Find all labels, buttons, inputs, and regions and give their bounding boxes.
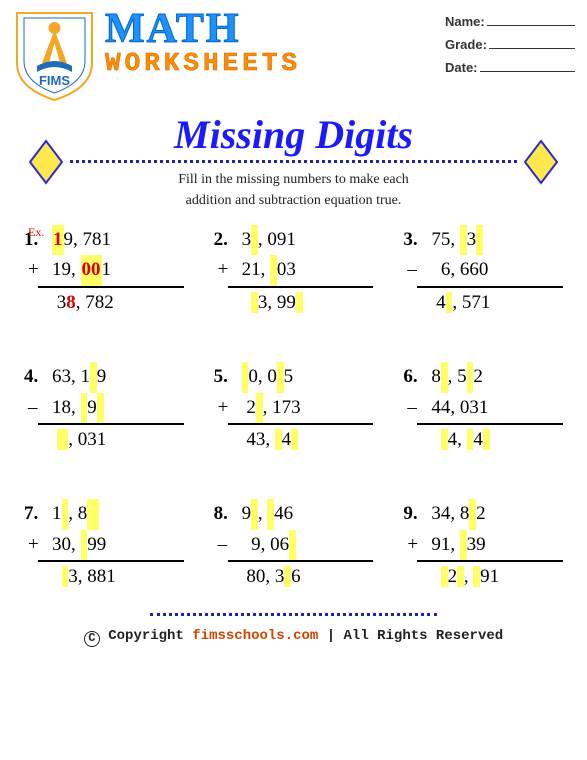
problem-line1: 3.75, 3 — [403, 225, 563, 255]
problem-result: 80, 3 6 — [214, 562, 374, 592]
footer-site: fimsschools.com — [192, 628, 318, 644]
problem-result: 3, 99 — [214, 288, 374, 318]
problem-7: 7.1 , 8 +30, 99 3, 881 — [24, 499, 184, 592]
footer-divider — [150, 613, 437, 616]
footer-rights: | All Rights Reserved — [318, 628, 503, 644]
problem-9: 9.34, 8 2+91, 39 2 , 91 — [403, 499, 563, 592]
problem-result: 3, 881 — [24, 562, 184, 592]
problem-line2: –18, 9 — [24, 393, 184, 423]
problem-line1: 4.63, 1 9 — [24, 362, 184, 392]
header: FIMS MATH WORKSHEETS Name: Grade: Date: — [0, 0, 587, 103]
problem-8: 8.9 , 46– 9, 06 80, 3 6 — [214, 499, 374, 592]
problem-line1: 9.34, 8 2 — [403, 499, 563, 529]
problem-result: 4, 4 — [403, 425, 563, 455]
name-line — [487, 25, 575, 26]
form-fields: Name: Grade: Date: — [445, 8, 575, 83]
diamond-right-icon — [523, 139, 559, 185]
diamond-left-icon — [28, 139, 64, 185]
problem-line2: –44, 031 — [403, 393, 563, 423]
title-block: MATH WORKSHEETS — [105, 8, 437, 78]
problem-line1: 7.1 , 8 — [24, 499, 184, 529]
grade-label: Grade: — [445, 37, 487, 52]
problem-result: , 031 — [24, 425, 184, 455]
problem-6: 6.8 , 5 2–44, 031 4, 4 — [403, 362, 563, 455]
problem-line2: +21, 03 — [214, 255, 374, 285]
grade-line — [489, 48, 575, 49]
problem-line1: 5. 0, 0 5 — [214, 362, 374, 392]
problem-line2: +91, 39 — [403, 530, 563, 560]
footer: C Copyright fimsschools.com | All Rights… — [0, 628, 587, 657]
dotted-divider — [70, 160, 517, 163]
problem-2: 2.3 , 091+21, 03 3, 99 — [214, 225, 374, 318]
school-logo: FIMS — [12, 8, 97, 103]
worksheets-title: WORKSHEETS — [105, 48, 437, 78]
problem-result: 2 , 91 — [403, 562, 563, 592]
date-label: Date: — [445, 60, 478, 75]
problem-result: 4 , 571 — [403, 288, 563, 318]
subtitle: Missing Digits — [40, 111, 547, 158]
instructions-line2: addition and subtraction equation true. — [186, 193, 402, 208]
problem-line1: 6.8 , 5 2 — [403, 362, 563, 392]
problem-line1: 8.9 , 46 — [214, 499, 374, 529]
instructions-line1: Fill in the missing numbers to make each — [178, 172, 409, 187]
problem-line2: +19, 001 — [24, 255, 184, 285]
problem-3: 3.75, 3 – 6, 660 4 , 571 — [403, 225, 563, 318]
name-label: Name: — [445, 14, 485, 29]
problem-line2: +30, 99 — [24, 530, 184, 560]
math-title: MATH — [105, 8, 437, 50]
date-line — [480, 71, 575, 72]
problem-1: 1.19, 781+19, 001 38, 782 — [24, 225, 184, 318]
copyright-icon: C — [84, 631, 100, 647]
example-label: Ex. — [28, 225, 44, 240]
problem-4: 4.63, 1 9–18, 9 , 031 — [24, 362, 184, 455]
problem-line2: – 6, 660 — [403, 255, 563, 285]
svg-text:FIMS: FIMS — [39, 73, 70, 88]
problem-line1: 1.19, 781 — [24, 225, 184, 255]
problem-line2: + 2 , 173 — [214, 393, 374, 423]
problem-5: 5. 0, 0 5+ 2 , 173 43, 4 — [214, 362, 374, 455]
problem-result: 38, 782 — [24, 288, 184, 318]
problem-line1: 2.3 , 091 — [214, 225, 374, 255]
problem-result: 43, 4 — [214, 425, 374, 455]
problem-line2: – 9, 06 — [214, 530, 374, 560]
problems-grid: 1.19, 781+19, 001 38, 782 2.3 , 091+21, 0… — [0, 211, 587, 593]
subtitle-area: Missing Digits Fill in the missing numbe… — [0, 111, 587, 211]
footer-copyright: Copyright — [108, 628, 184, 644]
instructions: Fill in the missing numbers to make each… — [40, 169, 547, 211]
